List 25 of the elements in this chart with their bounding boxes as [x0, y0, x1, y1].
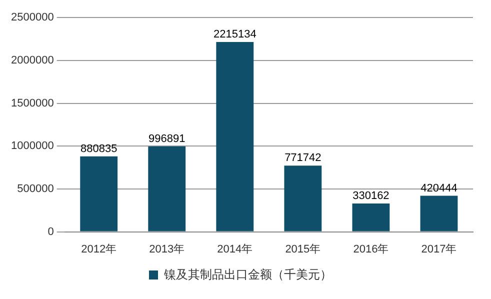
legend-label: 镍及其制品出口金额（千美元） [163, 267, 332, 282]
y-tick-label: 2500000 [10, 12, 54, 24]
y-tick-label: 0 [48, 226, 54, 238]
y-tick-label: 1000000 [10, 140, 54, 152]
y-tick-label: 500000 [17, 182, 54, 195]
x-tick-label: 2012年 [81, 243, 117, 256]
bar [80, 156, 118, 232]
bar [216, 42, 254, 232]
bar [284, 166, 322, 232]
data-label: 330162 [352, 190, 390, 202]
x-tick-label: 2014年 [217, 243, 253, 256]
data-label: 420444 [420, 182, 458, 194]
data-label: 880835 [80, 142, 118, 155]
x-tick-label: 2015年 [285, 243, 321, 256]
x-tick-label: 2016年 [353, 243, 389, 256]
y-tick-label: 2000000 [10, 54, 54, 66]
data-label: 771742 [284, 152, 322, 164]
x-tick-label: 2013年 [149, 243, 185, 256]
x-tick-label: 2017年 [421, 243, 457, 256]
bar [420, 196, 458, 232]
data-label: 996891 [148, 132, 186, 145]
y-tick-label: 1500000 [10, 97, 54, 110]
bar [148, 146, 186, 232]
data-label: 2215134 [213, 28, 256, 41]
bar [352, 204, 390, 232]
